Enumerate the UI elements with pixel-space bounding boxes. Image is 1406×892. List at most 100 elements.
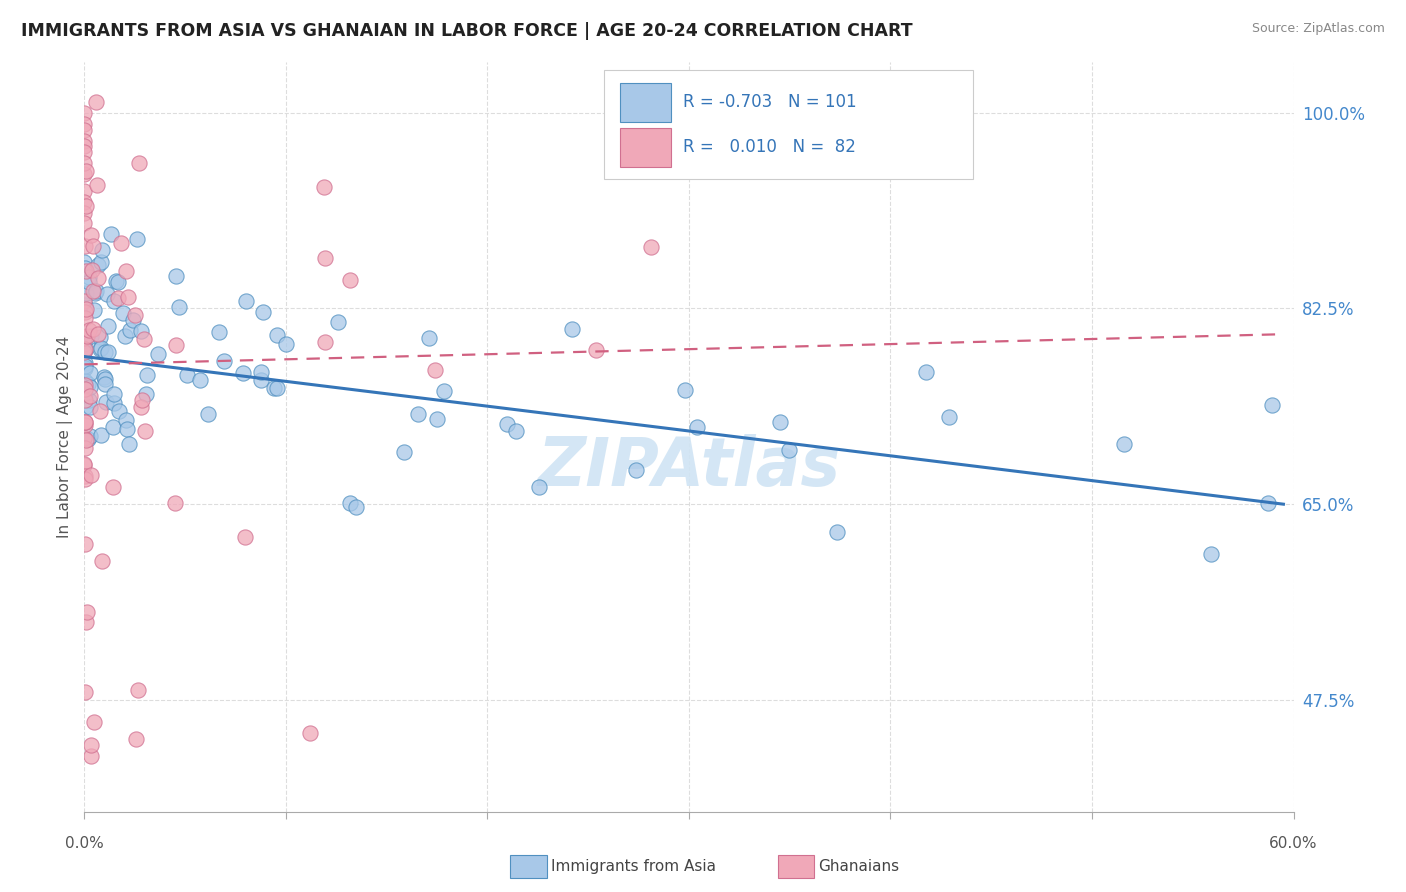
Point [101,480,124,494]
Point [73,216,96,230]
Point [80,328,103,343]
Point [73,342,96,356]
Point [423,362,446,376]
FancyBboxPatch shape [620,83,671,121]
Point [80,263,103,277]
Point [76,605,98,619]
Point [103,396,125,410]
Point [73,195,96,210]
Point [274,336,297,351]
Point [73,361,96,376]
Point [93,344,115,359]
Point [73,334,96,348]
Point [73,337,96,351]
Point [125,731,148,746]
Point [73,255,96,269]
Point [112,306,135,320]
Point [118,437,141,451]
Point [1257,496,1279,510]
Text: IMMIGRANTS FROM ASIA VS GHANAIAN IN LABOR FORCE | AGE 20-24 CORRELATION CHART: IMMIGRANTS FROM ASIA VS GHANAIAN IN LABO… [21,22,912,40]
Point [110,236,132,251]
Point [505,425,527,439]
Point [73,537,96,551]
Text: R =   0.010   N =  82: R = 0.010 N = 82 [683,138,856,156]
Point [938,409,960,424]
Point [73,458,96,473]
Point [94,372,117,386]
Point [127,683,149,698]
Point [90,427,112,442]
Point [73,344,96,359]
Point [128,156,150,170]
Point [406,408,429,422]
Point [134,424,156,438]
Point [75,301,97,316]
Point [96,287,118,301]
Point [73,117,96,131]
Point [80,468,103,483]
Point [235,293,257,308]
Point [124,308,146,322]
Point [75,285,97,300]
Point [122,312,145,326]
Point [673,383,696,397]
FancyBboxPatch shape [620,128,671,167]
Point [232,366,254,380]
Point [131,392,153,407]
Point [75,374,97,388]
Point [73,184,96,198]
Point [80,227,103,242]
Point [107,291,129,305]
Point [165,337,187,351]
Point [93,370,115,384]
Point [75,164,97,178]
Point [76,263,98,277]
Point [73,294,96,309]
Point [73,139,96,153]
Point [208,325,231,339]
Point [75,382,97,396]
Point [1199,548,1222,562]
Point [190,373,212,387]
Point [107,275,129,289]
Point [82,239,104,253]
Point [82,284,104,298]
Point [73,392,96,407]
Point [197,407,219,421]
Point [73,441,96,455]
Point [233,530,256,544]
Point [73,401,96,415]
Point [73,206,96,220]
Point [91,553,114,567]
Point [79,379,101,393]
Point [73,469,96,483]
Point [77,270,100,285]
Point [79,429,101,443]
Point [73,418,96,433]
Point [266,381,288,395]
Point [1114,437,1136,451]
Y-axis label: In Labor Force | Age 20-24: In Labor Force | Age 20-24 [58,336,73,538]
Point [91,244,114,258]
Point [75,415,97,429]
Point [84,285,107,299]
Point [82,322,104,336]
Point [1261,398,1284,412]
Point [73,145,96,159]
Point [80,748,103,763]
Point [114,328,136,343]
Text: Ghanaians: Ghanaians [818,859,900,873]
Point [115,412,138,426]
Point [73,156,96,170]
Point [79,275,101,289]
Point [129,400,152,414]
Point [76,328,98,343]
Point [249,373,271,387]
Point [314,334,336,349]
Point [79,400,101,414]
Point [90,255,112,269]
Point [252,304,274,318]
Point [250,365,273,379]
Point [75,261,97,276]
Point [104,274,127,288]
